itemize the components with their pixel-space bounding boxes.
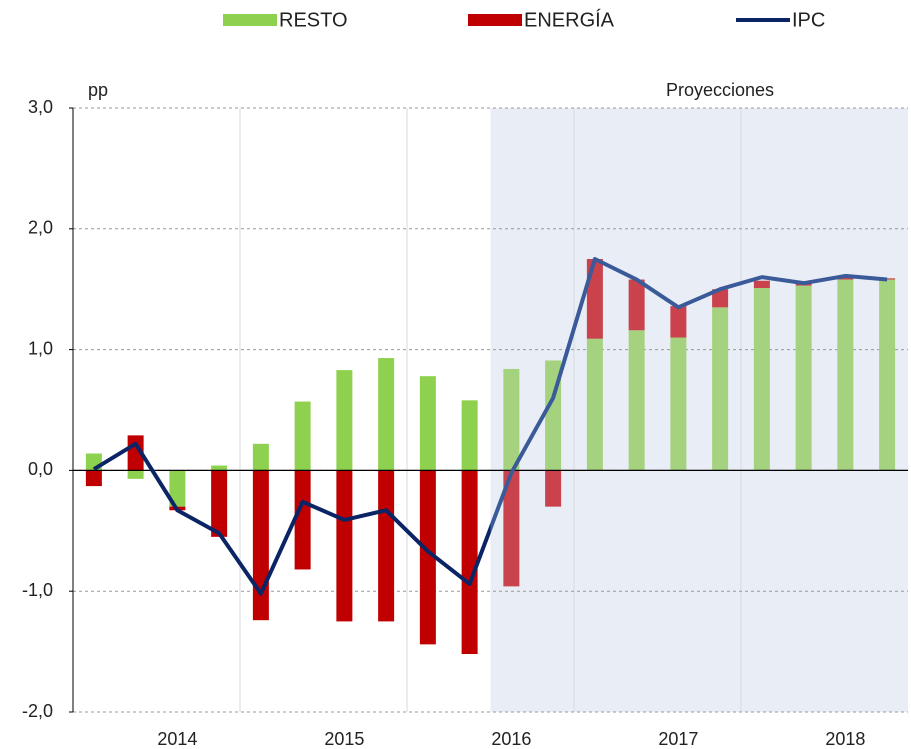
y-tick-label: 3,0 bbox=[28, 97, 53, 117]
legend-swatch bbox=[223, 14, 277, 26]
y-tick-label: 0,0 bbox=[28, 459, 53, 479]
bar bbox=[545, 470, 562, 507]
bar bbox=[712, 307, 729, 471]
bar bbox=[211, 470, 228, 537]
bar bbox=[336, 470, 353, 622]
bar bbox=[837, 279, 854, 471]
bar bbox=[252, 443, 269, 471]
y-tick-label: -1,0 bbox=[22, 580, 53, 600]
legend-label: ENERGÍA bbox=[524, 8, 615, 31]
bar bbox=[461, 400, 478, 471]
bar bbox=[795, 285, 812, 471]
bar bbox=[294, 470, 311, 570]
bar bbox=[169, 470, 186, 507]
y-tick-label: 1,0 bbox=[28, 338, 53, 358]
bar bbox=[753, 280, 770, 288]
bar bbox=[378, 358, 395, 471]
bar bbox=[837, 277, 854, 280]
bar bbox=[336, 370, 353, 471]
x-tick-label: 2016 bbox=[491, 729, 531, 749]
bar bbox=[211, 465, 228, 471]
bar bbox=[461, 470, 478, 655]
unit-label: pp bbox=[88, 80, 108, 100]
bar bbox=[419, 376, 436, 471]
legend-swatch bbox=[468, 14, 522, 26]
bar bbox=[127, 470, 144, 479]
x-tick-label: 2017 bbox=[658, 729, 698, 749]
x-tick-label: 2014 bbox=[157, 729, 197, 749]
bar bbox=[670, 306, 687, 338]
projection-label: Proyecciones bbox=[666, 80, 774, 100]
x-tick-label: 2015 bbox=[324, 729, 364, 749]
x-tick-label: 2018 bbox=[825, 729, 865, 749]
bar bbox=[503, 470, 520, 587]
y-tick-label: -2,0 bbox=[22, 701, 53, 721]
bar bbox=[85, 470, 102, 487]
bar bbox=[378, 470, 395, 622]
bar bbox=[586, 338, 603, 471]
legend-label: IPC bbox=[792, 9, 825, 31]
bar bbox=[712, 289, 729, 308]
bar bbox=[628, 279, 645, 331]
bar bbox=[503, 368, 520, 471]
line bbox=[92, 257, 888, 596]
legend-label: RESTO bbox=[279, 9, 348, 31]
bar bbox=[252, 470, 269, 621]
bar bbox=[670, 337, 687, 471]
bar bbox=[879, 279, 896, 471]
bar bbox=[419, 470, 436, 645]
bar bbox=[294, 401, 311, 471]
bar bbox=[753, 287, 770, 471]
bar bbox=[628, 330, 645, 471]
y-tick-label: 2,0 bbox=[28, 218, 53, 238]
